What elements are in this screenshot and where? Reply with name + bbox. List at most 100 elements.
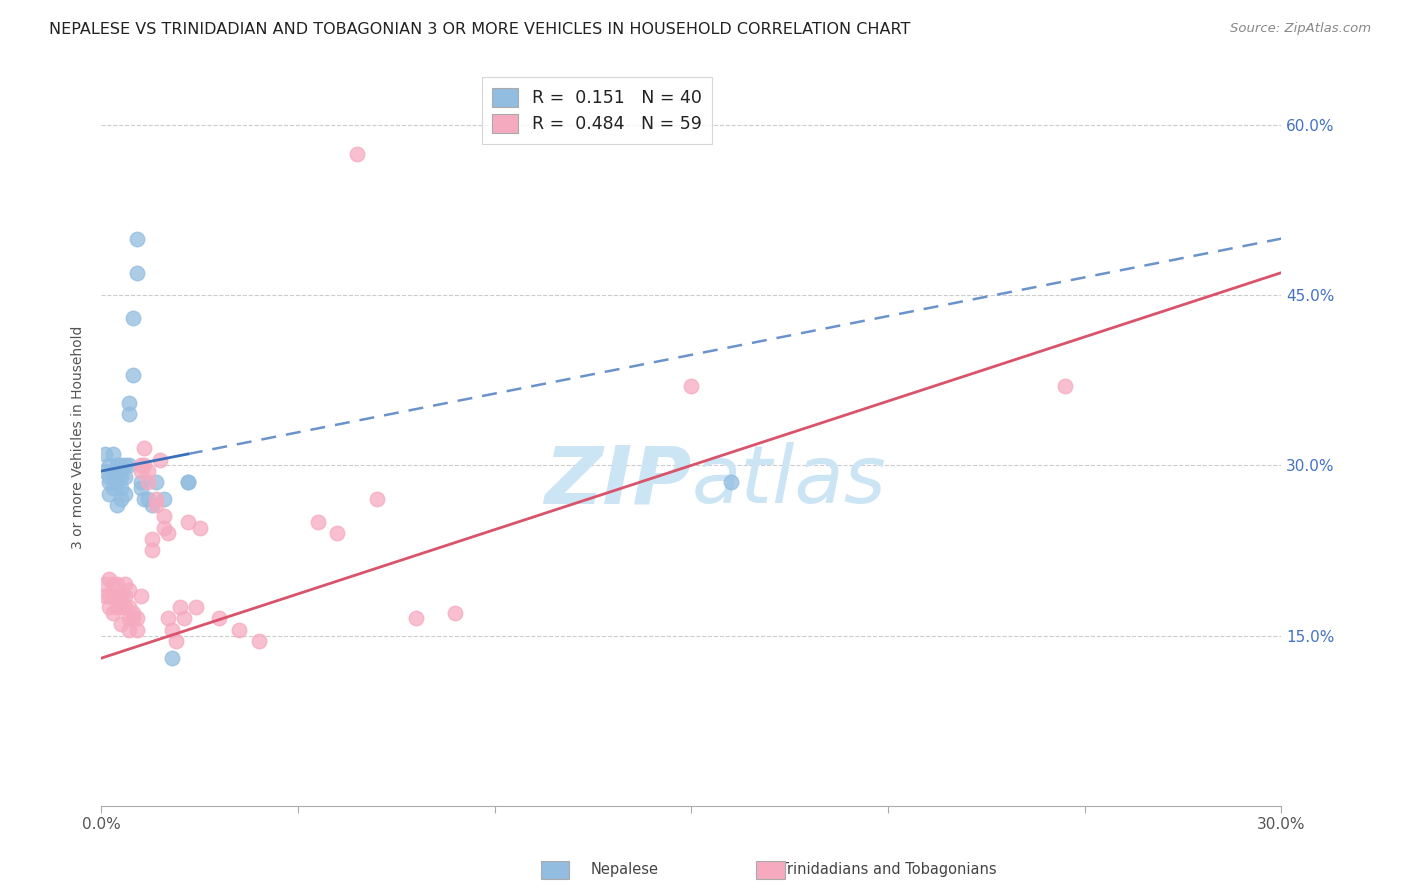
Point: [118, 408, 141, 422]
Point: [98, 600, 121, 615]
Point: [153, 509, 176, 524]
Text: atlas: atlas: [692, 442, 886, 520]
Point: [184, 600, 207, 615]
Point: [118, 600, 141, 615]
Point: [105, 475, 128, 490]
Point: [160, 623, 183, 637]
Point: [121, 368, 143, 382]
Point: [134, 492, 156, 507]
Point: [1053, 379, 1076, 393]
Point: [141, 498, 163, 512]
Point: [114, 469, 136, 483]
Point: [105, 464, 128, 478]
Point: [125, 623, 148, 637]
Point: [129, 589, 152, 603]
Point: [101, 481, 124, 495]
Point: [98, 589, 121, 603]
Point: [110, 589, 132, 603]
Point: [165, 634, 187, 648]
Point: [149, 452, 172, 467]
Point: [121, 606, 143, 620]
Point: [114, 589, 136, 603]
Point: [153, 521, 176, 535]
Point: [98, 475, 121, 490]
Point: [110, 458, 132, 473]
Point: [121, 310, 143, 325]
Point: [177, 475, 200, 490]
Point: [188, 521, 211, 535]
Text: Nepalese: Nepalese: [591, 863, 658, 877]
Point: [129, 464, 152, 478]
Point: [114, 487, 136, 501]
Y-axis label: 3 or more Vehicles in Household: 3 or more Vehicles in Household: [72, 326, 86, 549]
Text: Trinidadians and Tobagonians: Trinidadians and Tobagonians: [780, 863, 997, 877]
Point: [208, 611, 231, 625]
Point: [94, 589, 117, 603]
Point: [118, 583, 141, 598]
Point: [129, 481, 152, 495]
Point: [110, 617, 132, 632]
Legend: R =  0.151   N = 40, R =  0.484   N = 59: R = 0.151 N = 40, R = 0.484 N = 59: [482, 78, 713, 144]
Point: [228, 623, 250, 637]
Point: [114, 577, 136, 591]
Point: [145, 492, 167, 507]
Point: [160, 651, 183, 665]
Point: [153, 492, 176, 507]
Point: [101, 577, 124, 591]
Point: [98, 572, 121, 586]
Point: [405, 611, 427, 625]
Point: [138, 475, 160, 490]
Point: [125, 611, 148, 625]
Point: [125, 232, 148, 246]
Point: [98, 469, 121, 483]
Point: [101, 589, 124, 603]
Point: [101, 464, 124, 478]
Point: [118, 623, 141, 637]
Point: [134, 442, 156, 456]
Point: [105, 458, 128, 473]
Point: [129, 475, 152, 490]
Point: [157, 611, 180, 625]
Point: [118, 396, 141, 410]
Point: [129, 458, 152, 473]
Point: [145, 475, 167, 490]
Point: [94, 577, 117, 591]
Point: [98, 458, 121, 473]
Point: [105, 498, 128, 512]
Point: [121, 611, 143, 625]
Point: [114, 600, 136, 615]
Point: [177, 515, 200, 529]
Point: [173, 611, 195, 625]
Point: [110, 600, 132, 615]
Point: [110, 469, 132, 483]
Point: [98, 487, 121, 501]
Point: [118, 458, 141, 473]
Point: [105, 577, 128, 591]
Point: [101, 606, 124, 620]
Point: [444, 606, 467, 620]
Point: [110, 492, 132, 507]
Point: [118, 611, 141, 625]
Point: [366, 492, 388, 507]
Point: [110, 481, 132, 495]
Point: [105, 600, 128, 615]
Point: [94, 464, 117, 478]
Point: [105, 589, 128, 603]
Point: [681, 379, 703, 393]
Point: [125, 266, 148, 280]
Point: [145, 498, 167, 512]
Text: ZIP: ZIP: [544, 442, 692, 520]
Text: NEPALESE VS TRINIDADIAN AND TOBAGONIAN 3 OR MORE VEHICLES IN HOUSEHOLD CORRELATI: NEPALESE VS TRINIDADIAN AND TOBAGONIAN 3…: [49, 22, 911, 37]
Point: [138, 464, 160, 478]
Point: [177, 475, 200, 490]
Point: [346, 146, 368, 161]
Point: [110, 464, 132, 478]
Point: [326, 526, 349, 541]
Point: [134, 458, 156, 473]
Point: [720, 475, 742, 490]
Point: [114, 458, 136, 473]
Point: [138, 492, 160, 507]
Point: [101, 469, 124, 483]
Point: [94, 447, 117, 461]
Point: [141, 543, 163, 558]
